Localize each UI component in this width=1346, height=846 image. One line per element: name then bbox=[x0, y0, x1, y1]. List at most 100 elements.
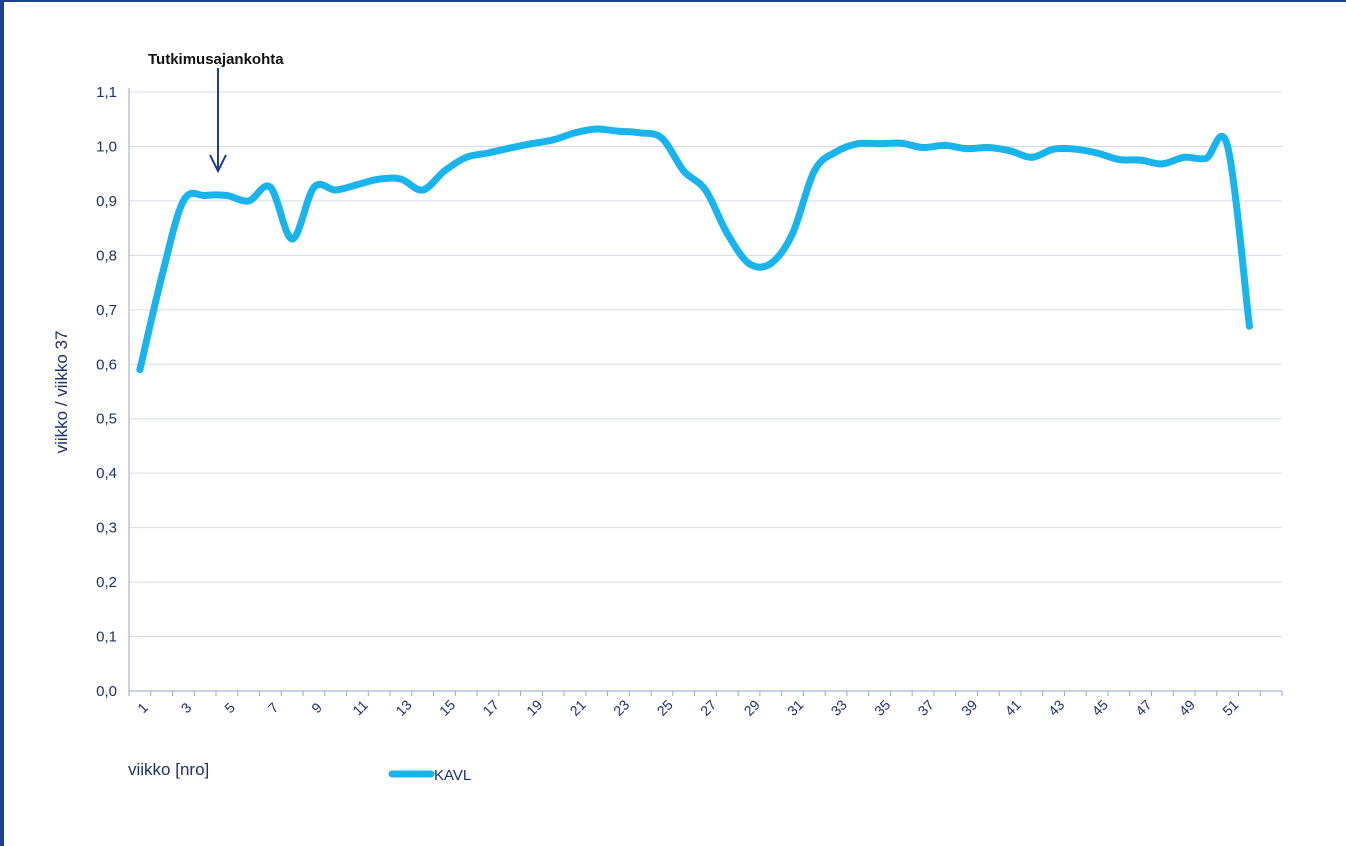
data-point bbox=[397, 175, 405, 183]
data-point bbox=[440, 167, 448, 175]
data-point bbox=[702, 186, 709, 194]
data-point bbox=[1158, 160, 1166, 168]
data-point bbox=[506, 144, 514, 152]
x-tick-label: 37 bbox=[915, 696, 937, 718]
data-point bbox=[245, 197, 253, 205]
x-tick-label: 29 bbox=[741, 696, 763, 718]
data-point bbox=[288, 235, 296, 243]
x-tick-label: 13 bbox=[392, 696, 414, 718]
data-point bbox=[941, 141, 949, 149]
data-point bbox=[1028, 153, 1036, 161]
data-point bbox=[810, 167, 818, 175]
x-tick-label: 1 bbox=[134, 699, 151, 716]
gridlines bbox=[128, 88, 1282, 691]
y-tick-label: 0,5 bbox=[96, 411, 117, 428]
data-point bbox=[593, 125, 601, 133]
data-point bbox=[614, 127, 622, 135]
x-tick-label: 35 bbox=[871, 696, 893, 718]
x-tick-label: 47 bbox=[1132, 696, 1154, 718]
x-axis-title: viikko [nro] bbox=[128, 760, 209, 779]
annotation-label: Tutkimusajankohta bbox=[148, 51, 284, 68]
series-line-kavl bbox=[136, 125, 1253, 374]
y-tick-label: 0,7 bbox=[96, 302, 117, 319]
x-tick-label: 9 bbox=[308, 699, 325, 716]
data-point bbox=[1006, 147, 1014, 155]
data-point bbox=[1245, 322, 1253, 330]
y-axis-title: viikko / viikko 37 bbox=[52, 331, 71, 454]
data-point bbox=[636, 129, 644, 137]
data-point bbox=[723, 230, 731, 238]
y-tick-label: 0,0 bbox=[96, 683, 117, 700]
data-point bbox=[680, 167, 688, 175]
y-tick-label: 0,4 bbox=[96, 465, 117, 482]
data-point bbox=[1050, 145, 1058, 153]
annotation-arrow-icon bbox=[209, 68, 227, 174]
y-tick-label: 1,1 bbox=[96, 84, 117, 101]
data-point bbox=[984, 144, 992, 152]
x-tick-label: 19 bbox=[523, 696, 545, 718]
y-tick-label: 0,1 bbox=[96, 629, 117, 646]
x-tick-label: 45 bbox=[1089, 696, 1111, 718]
y-axis-ticks: 0,0 0,1 0,2 0,3 0,4 0,5 0,6 0,7 0,8 0,9 1,0 1,1 bbox=[96, 84, 117, 700]
data-point bbox=[876, 140, 884, 148]
data-point bbox=[223, 191, 231, 199]
data-point bbox=[527, 140, 535, 148]
x-tick-label: 31 bbox=[784, 696, 806, 718]
x-tick-label: 11 bbox=[349, 697, 371, 719]
data-point bbox=[919, 144, 927, 152]
x-tick-label: 7 bbox=[265, 699, 282, 716]
data-point bbox=[310, 183, 318, 191]
data-point bbox=[332, 186, 340, 194]
x-tick-label: 51 bbox=[1219, 696, 1241, 718]
data-point bbox=[419, 186, 427, 194]
data-point bbox=[963, 145, 971, 153]
x-tick-label: 25 bbox=[654, 696, 676, 718]
x-tick-label: 41 bbox=[1002, 696, 1024, 718]
data-point bbox=[1202, 154, 1210, 162]
y-tick-label: 0,6 bbox=[96, 356, 117, 373]
y-tick-label: 1,0 bbox=[96, 138, 117, 155]
data-point bbox=[266, 183, 274, 191]
x-tick-label: 17 bbox=[479, 696, 501, 718]
x-tick-label: 5 bbox=[221, 699, 238, 716]
data-point bbox=[158, 273, 166, 281]
data-point bbox=[549, 136, 557, 144]
y-tick-label: 0,2 bbox=[96, 574, 117, 591]
data-point bbox=[136, 366, 144, 374]
data-point bbox=[658, 134, 666, 142]
y-tick-label: 0,3 bbox=[96, 520, 117, 537]
data-point bbox=[1224, 142, 1232, 150]
data-point bbox=[854, 140, 862, 148]
legend: KAVL bbox=[388, 767, 471, 784]
data-point bbox=[745, 260, 753, 268]
x-tick-label: 21 bbox=[567, 696, 589, 718]
data-point bbox=[201, 191, 209, 199]
y-tick-label: 0,9 bbox=[96, 193, 117, 210]
data-point bbox=[767, 260, 775, 268]
data-point bbox=[897, 139, 905, 147]
legend-label-kavl: KAVL bbox=[434, 767, 471, 784]
x-tick-label: 15 bbox=[436, 696, 458, 718]
data-point bbox=[484, 149, 492, 157]
x-tick-label: 43 bbox=[1045, 696, 1067, 718]
y-tick-label: 0,8 bbox=[96, 247, 117, 264]
x-tick-label: 49 bbox=[1176, 696, 1198, 718]
data-point bbox=[832, 148, 840, 156]
data-point bbox=[1115, 156, 1123, 164]
series-layer bbox=[136, 125, 1253, 374]
x-axis: 1 3 5 7 9 11 13 15 17 19 21 23 25 27 29 31 33 35 37 39 41 43 4… bbox=[128, 690, 1283, 719]
data-point bbox=[179, 197, 187, 205]
data-point bbox=[1180, 153, 1188, 161]
data-point bbox=[1071, 145, 1079, 153]
data-point bbox=[375, 175, 383, 183]
x-tick-label: 33 bbox=[828, 696, 850, 718]
x-tick-label: 27 bbox=[697, 696, 719, 718]
x-tick-label: 3 bbox=[178, 699, 195, 716]
data-point bbox=[789, 230, 797, 238]
data-point bbox=[462, 153, 470, 161]
data-point bbox=[571, 129, 579, 137]
x-tick-label: 23 bbox=[610, 696, 632, 718]
data-point bbox=[353, 181, 361, 189]
